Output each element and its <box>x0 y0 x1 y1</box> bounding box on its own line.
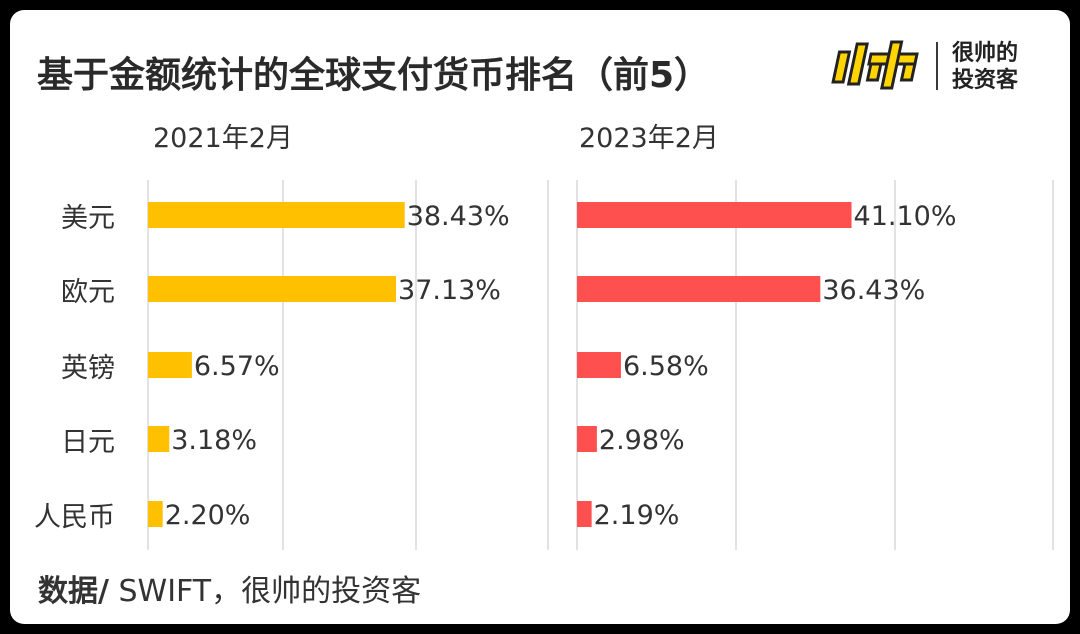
category-label: 人民币 <box>34 502 115 533</box>
data-label: 6.57% <box>194 351 280 382</box>
brand-name-line1: 很帅的 <box>952 41 1019 66</box>
bar <box>577 276 821 302</box>
bar <box>148 352 192 378</box>
data-label: 41.10% <box>854 201 957 232</box>
chart-title: 基于金额统计的全球支付货币排名（前5） <box>37 55 711 96</box>
brand-mark-icon <box>831 40 919 90</box>
bar <box>577 501 592 527</box>
bar <box>577 426 597 452</box>
data-label: 3.18% <box>171 425 257 456</box>
data-label: 6.58% <box>623 351 709 382</box>
data-source: 数据/ SWIFT，很帅的投资客 <box>38 566 421 610</box>
source-text: SWIFT，很帅的投资客 <box>108 574 422 609</box>
bar <box>148 276 397 302</box>
data-label: 2.98% <box>599 425 685 456</box>
right-panel-title: 2023年2月 <box>579 123 719 154</box>
chart-card: 基于金额统计的全球支付货币排名（前5） 很帅的 投资客 2021年2月 2023… <box>10 10 1070 624</box>
category-label: 英镑 <box>61 353 115 384</box>
left-panel-title: 2021年2月 <box>153 123 293 154</box>
source-prefix: 数据/ <box>38 574 109 609</box>
category-label: 日元 <box>61 427 115 458</box>
bar <box>148 202 405 228</box>
data-label: 2.20% <box>165 500 251 531</box>
bar <box>577 352 621 378</box>
data-label: 38.43% <box>407 201 510 232</box>
bar <box>577 202 852 228</box>
logo-divider <box>936 42 938 90</box>
brand-name-line2: 投资客 <box>952 68 1019 93</box>
bar <box>148 426 170 452</box>
bar-charts: 38.43% 37.13% 6.57% 3.18% 2.20% 41.10% 36.43% 6… <box>147 180 1054 550</box>
category-label: 美元 <box>61 203 115 234</box>
bar <box>148 501 163 527</box>
data-label: 37.13% <box>398 275 501 306</box>
data-label: 2.19% <box>594 500 680 531</box>
data-label: 36.43% <box>822 275 925 306</box>
category-label: 欧元 <box>61 277 115 308</box>
brand-name: 很帅的 投资客 <box>952 40 1018 94</box>
brand-logo: 很帅的 投资客 <box>830 34 1040 94</box>
